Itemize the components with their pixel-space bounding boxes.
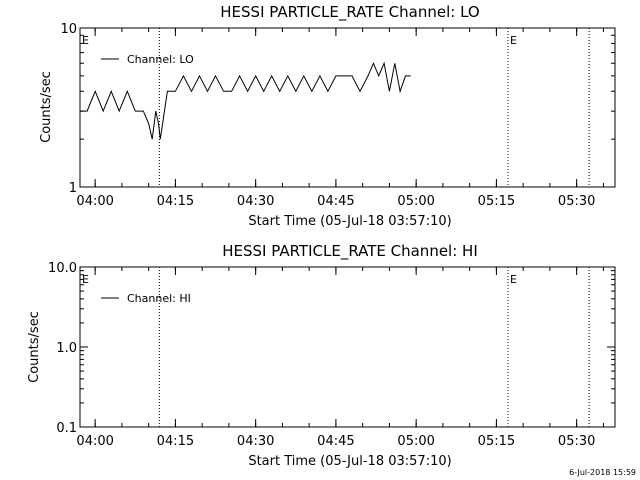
y-tick-label: 10.0 [48, 261, 77, 276]
x-tick-label: 05:00 [397, 194, 434, 209]
panel-hi-xlabel: Start Time (05-Jul-18 03:57:10) [248, 454, 451, 469]
x-tick-label: 05:00 [397, 434, 434, 449]
x-tick-label: 04:30 [237, 434, 274, 449]
panel-lo-xlabel: Start Time (05-Jul-18 03:57:10) [248, 214, 451, 229]
x-tick-label: 05:15 [478, 194, 515, 209]
x-tick-label: 04:45 [317, 194, 354, 209]
legend-label: Channel: LO [127, 53, 194, 66]
x-tick-label: 05:30 [558, 434, 595, 449]
x-tick-label: 04:30 [237, 194, 274, 209]
y-tick-label: 10 [60, 22, 77, 37]
event-marker: E [82, 273, 89, 286]
panel-hi-ylabel: Counts/sec [27, 311, 42, 383]
x-tick-label: 04:15 [157, 434, 194, 449]
panel-hi-title: HESSI PARTICLE_RATE Channel: HI [222, 242, 478, 261]
panel-hi: HESSI PARTICLE_RATE Channel: HI 04:00 04:… [27, 242, 616, 469]
x-tick-label: 04:00 [76, 434, 113, 449]
panel-lo-ylabel: Counts/sec [39, 71, 54, 143]
panel-lo: HESSI PARTICLE_RATE Channel: LO 04:00 04:… [39, 3, 616, 229]
event-marker: E [510, 273, 517, 286]
footer-timestamp: 6-Jul-2018 15:59 [569, 468, 636, 477]
panel-hi-plot-area: 04:00 04:15 04:30 04:45 05:00 05:15 05:30 0.1 1.… [48, 261, 616, 449]
panel-lo-title: HESSI PARTICLE_RATE Channel: LO [220, 3, 479, 22]
x-tick-label: 04:15 [157, 194, 194, 209]
event-marker: E [82, 34, 89, 47]
legend-label: Channel: HI [127, 292, 191, 305]
y-tick-label: 1.0 [56, 341, 77, 356]
event-marker: E [510, 34, 517, 47]
y-tick-label: 0.1 [56, 421, 77, 436]
y-tick-label: 1 [69, 181, 77, 196]
x-tick-label: 05:15 [478, 434, 515, 449]
axes-frame [79, 27, 616, 188]
x-tick-label: 05:30 [558, 194, 595, 209]
x-tick-label: 04:45 [317, 434, 354, 449]
x-tick-label: 04:00 [76, 194, 113, 209]
series-line [80, 61, 411, 140]
panel-lo-plot-area: 04:00 04:15 04:30 04:45 05:00 05:15 05:30 1 10 E E… [60, 22, 616, 209]
